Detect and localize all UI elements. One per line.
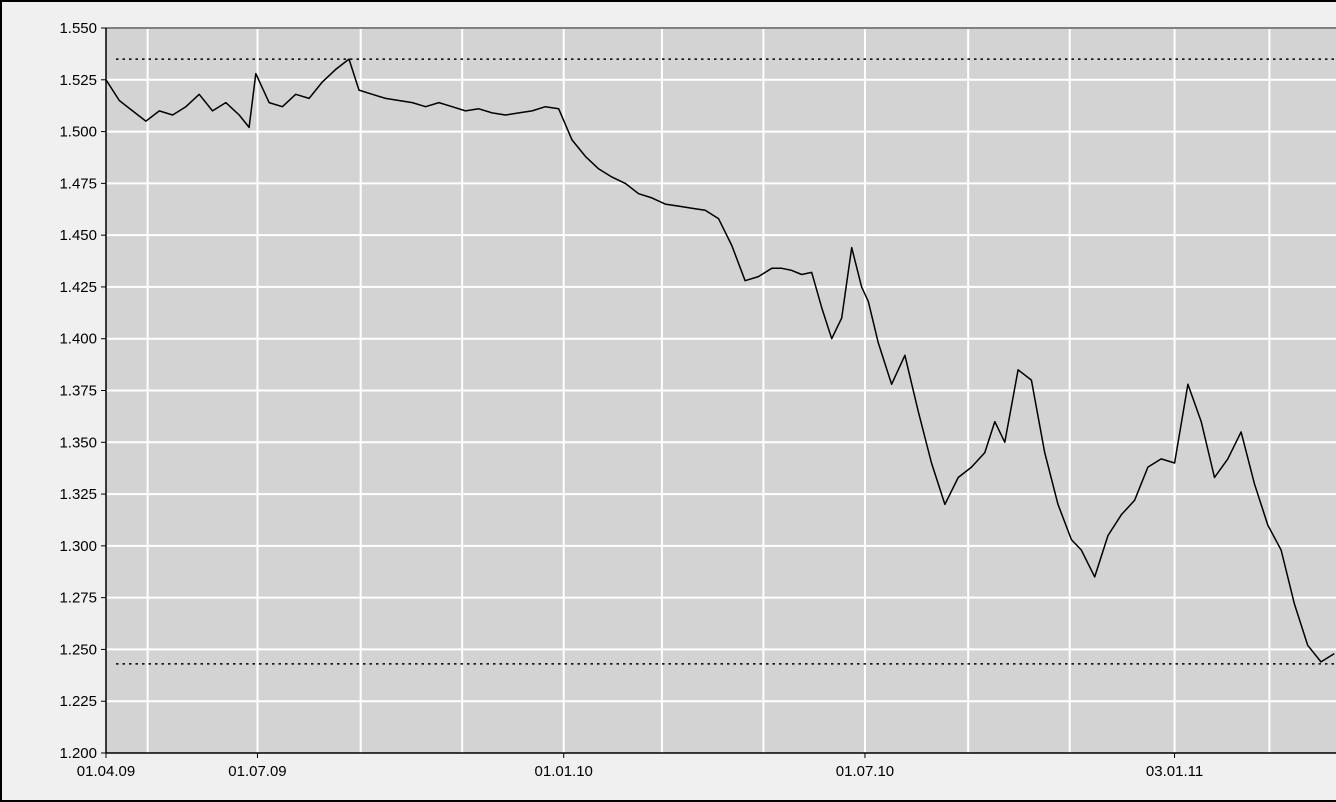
y-tick-label: 1.400 <box>59 331 97 348</box>
y-tick-label: 1.475 <box>59 175 97 192</box>
x-tick-label: 03.01.11 <box>1146 763 1203 780</box>
x-tick-label: 01.07.09 <box>228 763 286 780</box>
y-tick-label: 1.450 <box>59 227 97 244</box>
y-tick-label: 1.350 <box>59 434 97 451</box>
y-tick-label: 1.425 <box>59 279 97 296</box>
x-tick-label: 01.07.10 <box>836 763 894 780</box>
y-tick-label: 1.550 <box>59 20 97 37</box>
y-tick-label: 1.300 <box>59 538 97 555</box>
y-tick-label: 1.375 <box>59 383 97 400</box>
y-tick-label: 1.500 <box>59 124 97 141</box>
y-tick-label: 1.225 <box>59 693 97 710</box>
y-tick-label: 1.200 <box>59 745 97 762</box>
y-tick-label: 1.325 <box>59 486 97 503</box>
y-tick-label: 1.275 <box>59 590 97 607</box>
series-line <box>105 58 1335 663</box>
x-tick-label: 01.04.09 <box>77 763 135 780</box>
x-tick-label: 01.01.10 <box>535 763 593 780</box>
y-tick-label: 1.250 <box>59 641 97 658</box>
y-tick-label: 1.525 <box>59 72 97 89</box>
